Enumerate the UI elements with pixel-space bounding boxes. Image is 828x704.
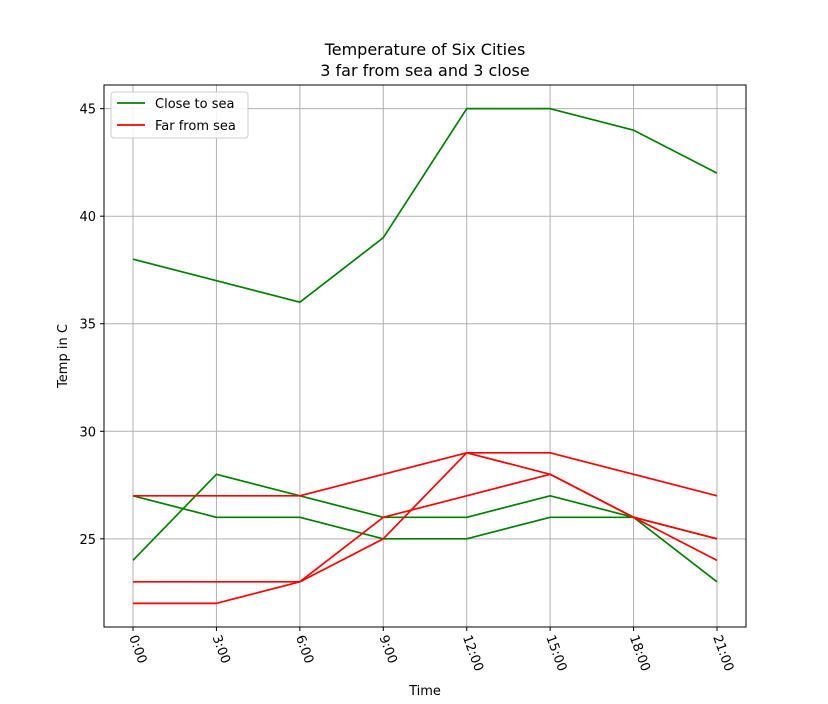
x-tick-label: 18:00	[626, 633, 653, 673]
series-line	[132, 494, 718, 540]
x-tick-label: 6:00	[292, 633, 316, 666]
x-tick-label: 12:00	[459, 633, 486, 673]
legend: Close to sea Far from sea	[110, 91, 249, 139]
series-line	[132, 107, 718, 304]
y-tick-label: 25	[79, 533, 96, 548]
x-tick-label: 3:00	[209, 633, 233, 666]
y-axis-label: Temp in C	[56, 324, 71, 389]
y-tick-label: 35	[79, 318, 96, 333]
legend-frame	[110, 91, 249, 139]
x-axis-label: Time	[408, 684, 441, 699]
y-axis: 25 30 35 40 45	[79, 103, 104, 548]
series-line	[133, 451, 718, 497]
chart-subtitle: 3 far from sea and 3 close	[320, 61, 529, 80]
series-line	[133, 473, 718, 605]
plot-area-frame	[103, 84, 747, 628]
series-line	[132, 473, 718, 583]
x-axis: 0:00 3:00 6:00 9:00 12:00 15:00 18:00 21:00	[125, 627, 736, 674]
chart-title: Temperature of Six Cities	[324, 40, 526, 59]
x-tick-label: 9:00	[376, 633, 400, 666]
y-tick-label: 40	[79, 210, 96, 225]
grid	[104, 85, 746, 627]
legend-label: Close to sea	[155, 97, 234, 112]
x-tick-label: 21:00	[709, 633, 736, 673]
y-tick-label: 30	[79, 425, 96, 440]
x-tick-label: 0:00	[125, 633, 149, 666]
y-tick-label: 45	[79, 103, 96, 118]
legend-label: Far from sea	[155, 119, 236, 134]
series-layer	[132, 107, 718, 605]
x-tick-label: 15:00	[542, 633, 569, 673]
